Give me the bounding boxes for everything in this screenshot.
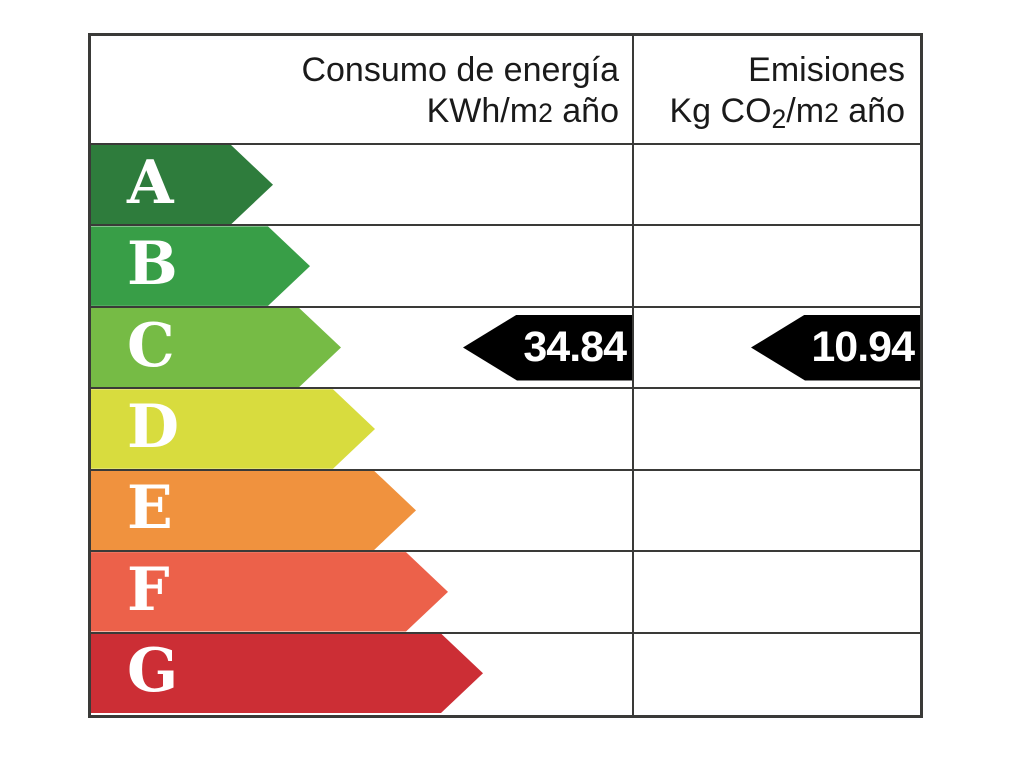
- rating-bar: G: [91, 634, 483, 713]
- rating-letter: A: [127, 147, 174, 218]
- rating-row-a: A: [91, 145, 920, 227]
- rating-bar: C: [91, 308, 341, 387]
- emissions-header-unit: Kg CO2/m2 año: [669, 92, 905, 134]
- rating-bar: F: [91, 552, 448, 631]
- emissions-column-header: Emisiones Kg CO2/m2 año: [634, 36, 920, 143]
- emissions-header-line1: Emisiones: [748, 51, 905, 89]
- rating-letter: D: [127, 391, 180, 462]
- rating-letter: F: [127, 554, 170, 625]
- rating-letter: C: [127, 310, 175, 381]
- rating-bar: E: [91, 471, 416, 550]
- emissions-value-arrow: 10.94: [751, 314, 920, 381]
- consumption-header-line1: Consumo de energía: [301, 51, 619, 89]
- consumption-column-header: Consumo de energía KWh/m2 año: [91, 36, 634, 143]
- rating-bar: B: [91, 226, 310, 305]
- energy-rating-table: Consumo de energía KWh/m2 año Emisiones …: [88, 33, 923, 718]
- rating-rows: A B C 34.84 10.94: [91, 145, 920, 713]
- consumption-header-unit: KWh/m2 año: [426, 92, 619, 130]
- rating-letter: B: [127, 229, 178, 300]
- rating-row-f: F: [91, 552, 920, 634]
- consumption-value-arrow: 34.84: [463, 314, 632, 381]
- emissions-value: 10.94: [811, 323, 915, 372]
- rating-letter: E: [127, 473, 173, 544]
- table-header: Consumo de energía KWh/m2 año Emisiones …: [91, 36, 920, 145]
- column-divider: [632, 36, 634, 715]
- rating-row-b: B: [91, 226, 920, 308]
- rating-row-c: C 34.84 10.94: [91, 308, 920, 390]
- rating-row-e: E: [91, 471, 920, 553]
- rating-letter: G: [127, 636, 179, 707]
- consumption-value: 34.84: [523, 323, 627, 372]
- rating-row-d: D: [91, 389, 920, 471]
- rating-row-g: G: [91, 634, 920, 713]
- rating-bar: D: [91, 389, 375, 468]
- rating-bar: A: [91, 145, 273, 224]
